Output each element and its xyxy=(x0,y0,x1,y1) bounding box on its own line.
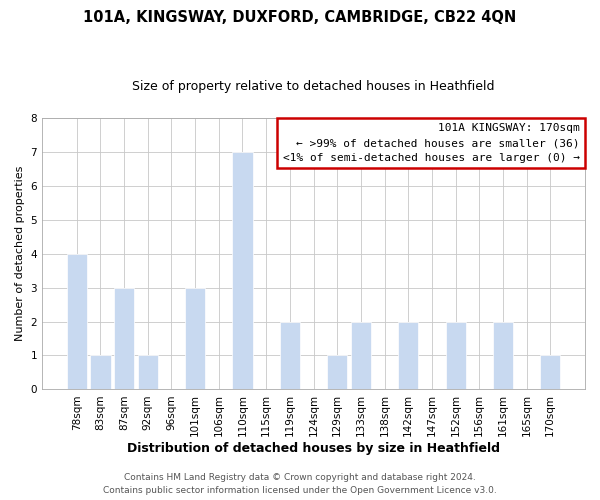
Y-axis label: Number of detached properties: Number of detached properties xyxy=(15,166,25,342)
Bar xyxy=(91,356,110,390)
Text: Contains HM Land Registry data © Crown copyright and database right 2024.
Contai: Contains HM Land Registry data © Crown c… xyxy=(103,474,497,495)
Title: Size of property relative to detached houses in Heathfield: Size of property relative to detached ho… xyxy=(132,80,495,93)
Bar xyxy=(398,322,418,390)
X-axis label: Distribution of detached houses by size in Heathfield: Distribution of detached houses by size … xyxy=(127,442,500,455)
Bar xyxy=(280,322,300,390)
Bar xyxy=(493,322,513,390)
Text: 101A KINGSWAY: 170sqm
← >99% of detached houses are smaller (36)
<1% of semi-det: 101A KINGSWAY: 170sqm ← >99% of detached… xyxy=(283,123,580,163)
Bar xyxy=(138,356,158,390)
Bar xyxy=(540,356,560,390)
Bar xyxy=(185,288,205,390)
Bar xyxy=(446,322,466,390)
Bar xyxy=(232,152,253,390)
Bar xyxy=(327,356,347,390)
Bar xyxy=(114,288,134,390)
Text: 101A, KINGSWAY, DUXFORD, CAMBRIDGE, CB22 4QN: 101A, KINGSWAY, DUXFORD, CAMBRIDGE, CB22… xyxy=(83,10,517,25)
Bar xyxy=(351,322,371,390)
Bar xyxy=(67,254,87,390)
